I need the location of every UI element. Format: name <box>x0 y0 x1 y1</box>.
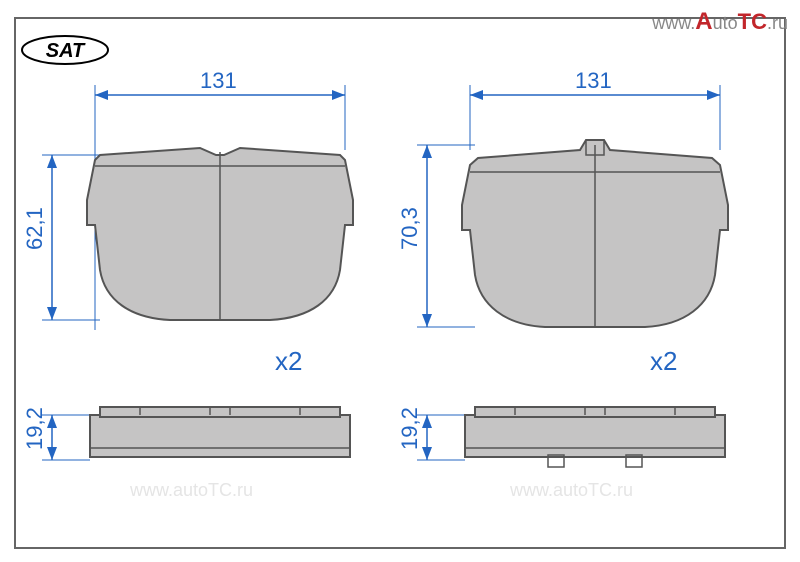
right-pad-side <box>465 407 725 467</box>
right-height-value: 70,3 <box>397 207 422 250</box>
watermark-top: www.AutoTC.ru <box>652 8 788 36</box>
left-thickness-value: 19,2 <box>22 407 47 450</box>
right-pad-front <box>462 140 728 327</box>
right-multiplier: x2 <box>650 346 677 376</box>
technical-drawing: 131 62,1 x2 19,2 131 70,3 <box>0 0 800 562</box>
watermark-faint-1: www.autoTC.ru <box>130 480 253 501</box>
left-pad-side <box>90 407 350 457</box>
watermark-faint-2: www.autoTC.ru <box>510 480 633 501</box>
right-thickness-value: 19,2 <box>397 407 422 450</box>
svg-text:SAT: SAT <box>46 40 86 62</box>
brand-logo: SAT <box>20 30 110 75</box>
left-width-value: 131 <box>200 68 237 93</box>
left-multiplier: x2 <box>275 346 302 376</box>
right-width-value: 131 <box>575 68 612 93</box>
left-height-value: 62,1 <box>22 207 47 250</box>
left-pad-front <box>87 148 353 320</box>
